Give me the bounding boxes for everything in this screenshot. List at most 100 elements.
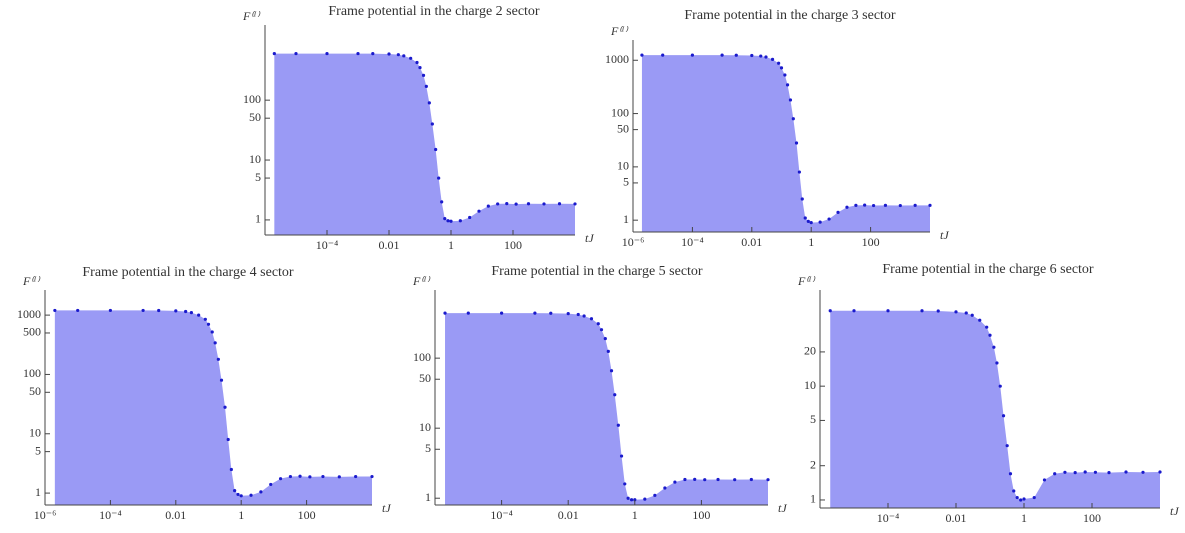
data-point <box>954 310 958 314</box>
y-tick-label: 10 <box>617 159 629 173</box>
data-point <box>418 65 422 70</box>
data-point <box>633 498 637 502</box>
data-point <box>440 200 444 204</box>
y-tick-label: 10 <box>249 152 261 166</box>
area-fill <box>54 310 372 505</box>
data-point <box>794 141 799 145</box>
data-point <box>108 308 112 313</box>
x-tick-label: 100 <box>1083 511 1101 525</box>
data-point <box>223 405 227 409</box>
y-axis-label: F⁽ᴵ⁾ <box>610 24 628 38</box>
x-tick-label: 10⁻⁴ <box>316 238 339 252</box>
data-point <box>1093 470 1098 474</box>
data-point <box>733 478 737 482</box>
y-tick-label: 1 <box>255 212 261 226</box>
x-tick-label: 100 <box>692 508 710 522</box>
x-tick-label: 10⁻⁴ <box>490 508 513 522</box>
data-point <box>500 311 504 315</box>
data-point <box>998 384 1002 388</box>
data-point <box>653 493 657 497</box>
data-point <box>430 122 434 126</box>
data-point <box>533 311 537 315</box>
data-point <box>387 52 391 56</box>
data-point <box>920 309 924 313</box>
data-point <box>964 311 968 315</box>
y-tick-label: 10 <box>29 426 41 440</box>
data-point <box>995 361 999 365</box>
x-tick-label: 0.01 <box>558 508 579 522</box>
data-point <box>203 317 207 321</box>
data-point <box>557 202 562 206</box>
data-point <box>970 313 974 317</box>
data-point <box>542 202 546 206</box>
data-point <box>424 84 428 88</box>
y-tick-label: 10 <box>804 378 816 392</box>
data-point <box>210 330 214 334</box>
y-tick-label: 100 <box>23 366 41 380</box>
data-point <box>239 494 243 498</box>
data-point <box>828 309 832 313</box>
data-point <box>1042 478 1047 482</box>
data-point <box>468 215 472 220</box>
data-point <box>1022 497 1026 501</box>
y-tick-label: 10 <box>419 420 431 434</box>
data-point <box>703 478 707 482</box>
data-point <box>827 217 831 221</box>
data-point <box>613 393 617 397</box>
y-tick-label: 1 <box>810 492 816 506</box>
data-point <box>356 51 360 56</box>
data-point <box>589 317 594 321</box>
data-point <box>623 482 627 486</box>
data-point <box>370 474 374 479</box>
y-tick-label: 5 <box>810 412 816 426</box>
y-tick-label: 5 <box>623 175 629 189</box>
y-tick-label: 100 <box>243 92 261 106</box>
data-point <box>219 378 224 382</box>
data-point <box>443 311 447 315</box>
data-point <box>1001 414 1006 418</box>
data-point <box>1015 495 1019 500</box>
data-point <box>779 66 784 70</box>
data-point <box>609 369 614 373</box>
data-point <box>233 489 237 493</box>
data-point <box>53 308 57 313</box>
data-point <box>673 480 677 484</box>
x-axis-label: tJ <box>940 228 949 242</box>
data-point <box>616 423 620 427</box>
data-point <box>1012 489 1016 493</box>
data-point <box>886 309 890 313</box>
data-point <box>913 203 917 207</box>
y-tick-label: 5 <box>35 443 41 457</box>
chart-panel: Frame potential in the charge 6 sector F⁽… <box>797 262 1179 525</box>
data-point <box>818 220 822 224</box>
data-point <box>526 202 531 206</box>
data-point <box>1005 444 1009 448</box>
x-tick-label: 1 <box>632 508 638 522</box>
data-point <box>690 53 695 57</box>
data-point <box>1141 470 1145 474</box>
data-point <box>683 477 687 482</box>
data-point <box>229 467 233 472</box>
data-point <box>466 311 470 315</box>
data-point <box>249 493 253 497</box>
data-point <box>566 312 570 316</box>
data-point <box>854 203 858 207</box>
x-tick-label: 10⁻⁴ <box>681 235 704 249</box>
data-point <box>446 219 450 223</box>
data-point <box>294 51 298 56</box>
y-tick-label: 1000 <box>605 52 629 66</box>
data-point <box>603 337 607 341</box>
data-point <box>184 309 188 314</box>
data-point <box>437 176 441 180</box>
data-point <box>576 312 580 317</box>
data-point <box>427 101 431 105</box>
data-point <box>141 308 145 313</box>
y-tick-label: 1000 <box>17 307 41 321</box>
data-point <box>216 357 220 361</box>
data-point <box>505 202 509 206</box>
data-point <box>236 492 240 497</box>
data-point <box>371 52 375 56</box>
data-point <box>157 308 161 313</box>
data-point <box>415 60 419 65</box>
y-axis-label: F⁽ᴵ⁾ <box>797 274 815 288</box>
